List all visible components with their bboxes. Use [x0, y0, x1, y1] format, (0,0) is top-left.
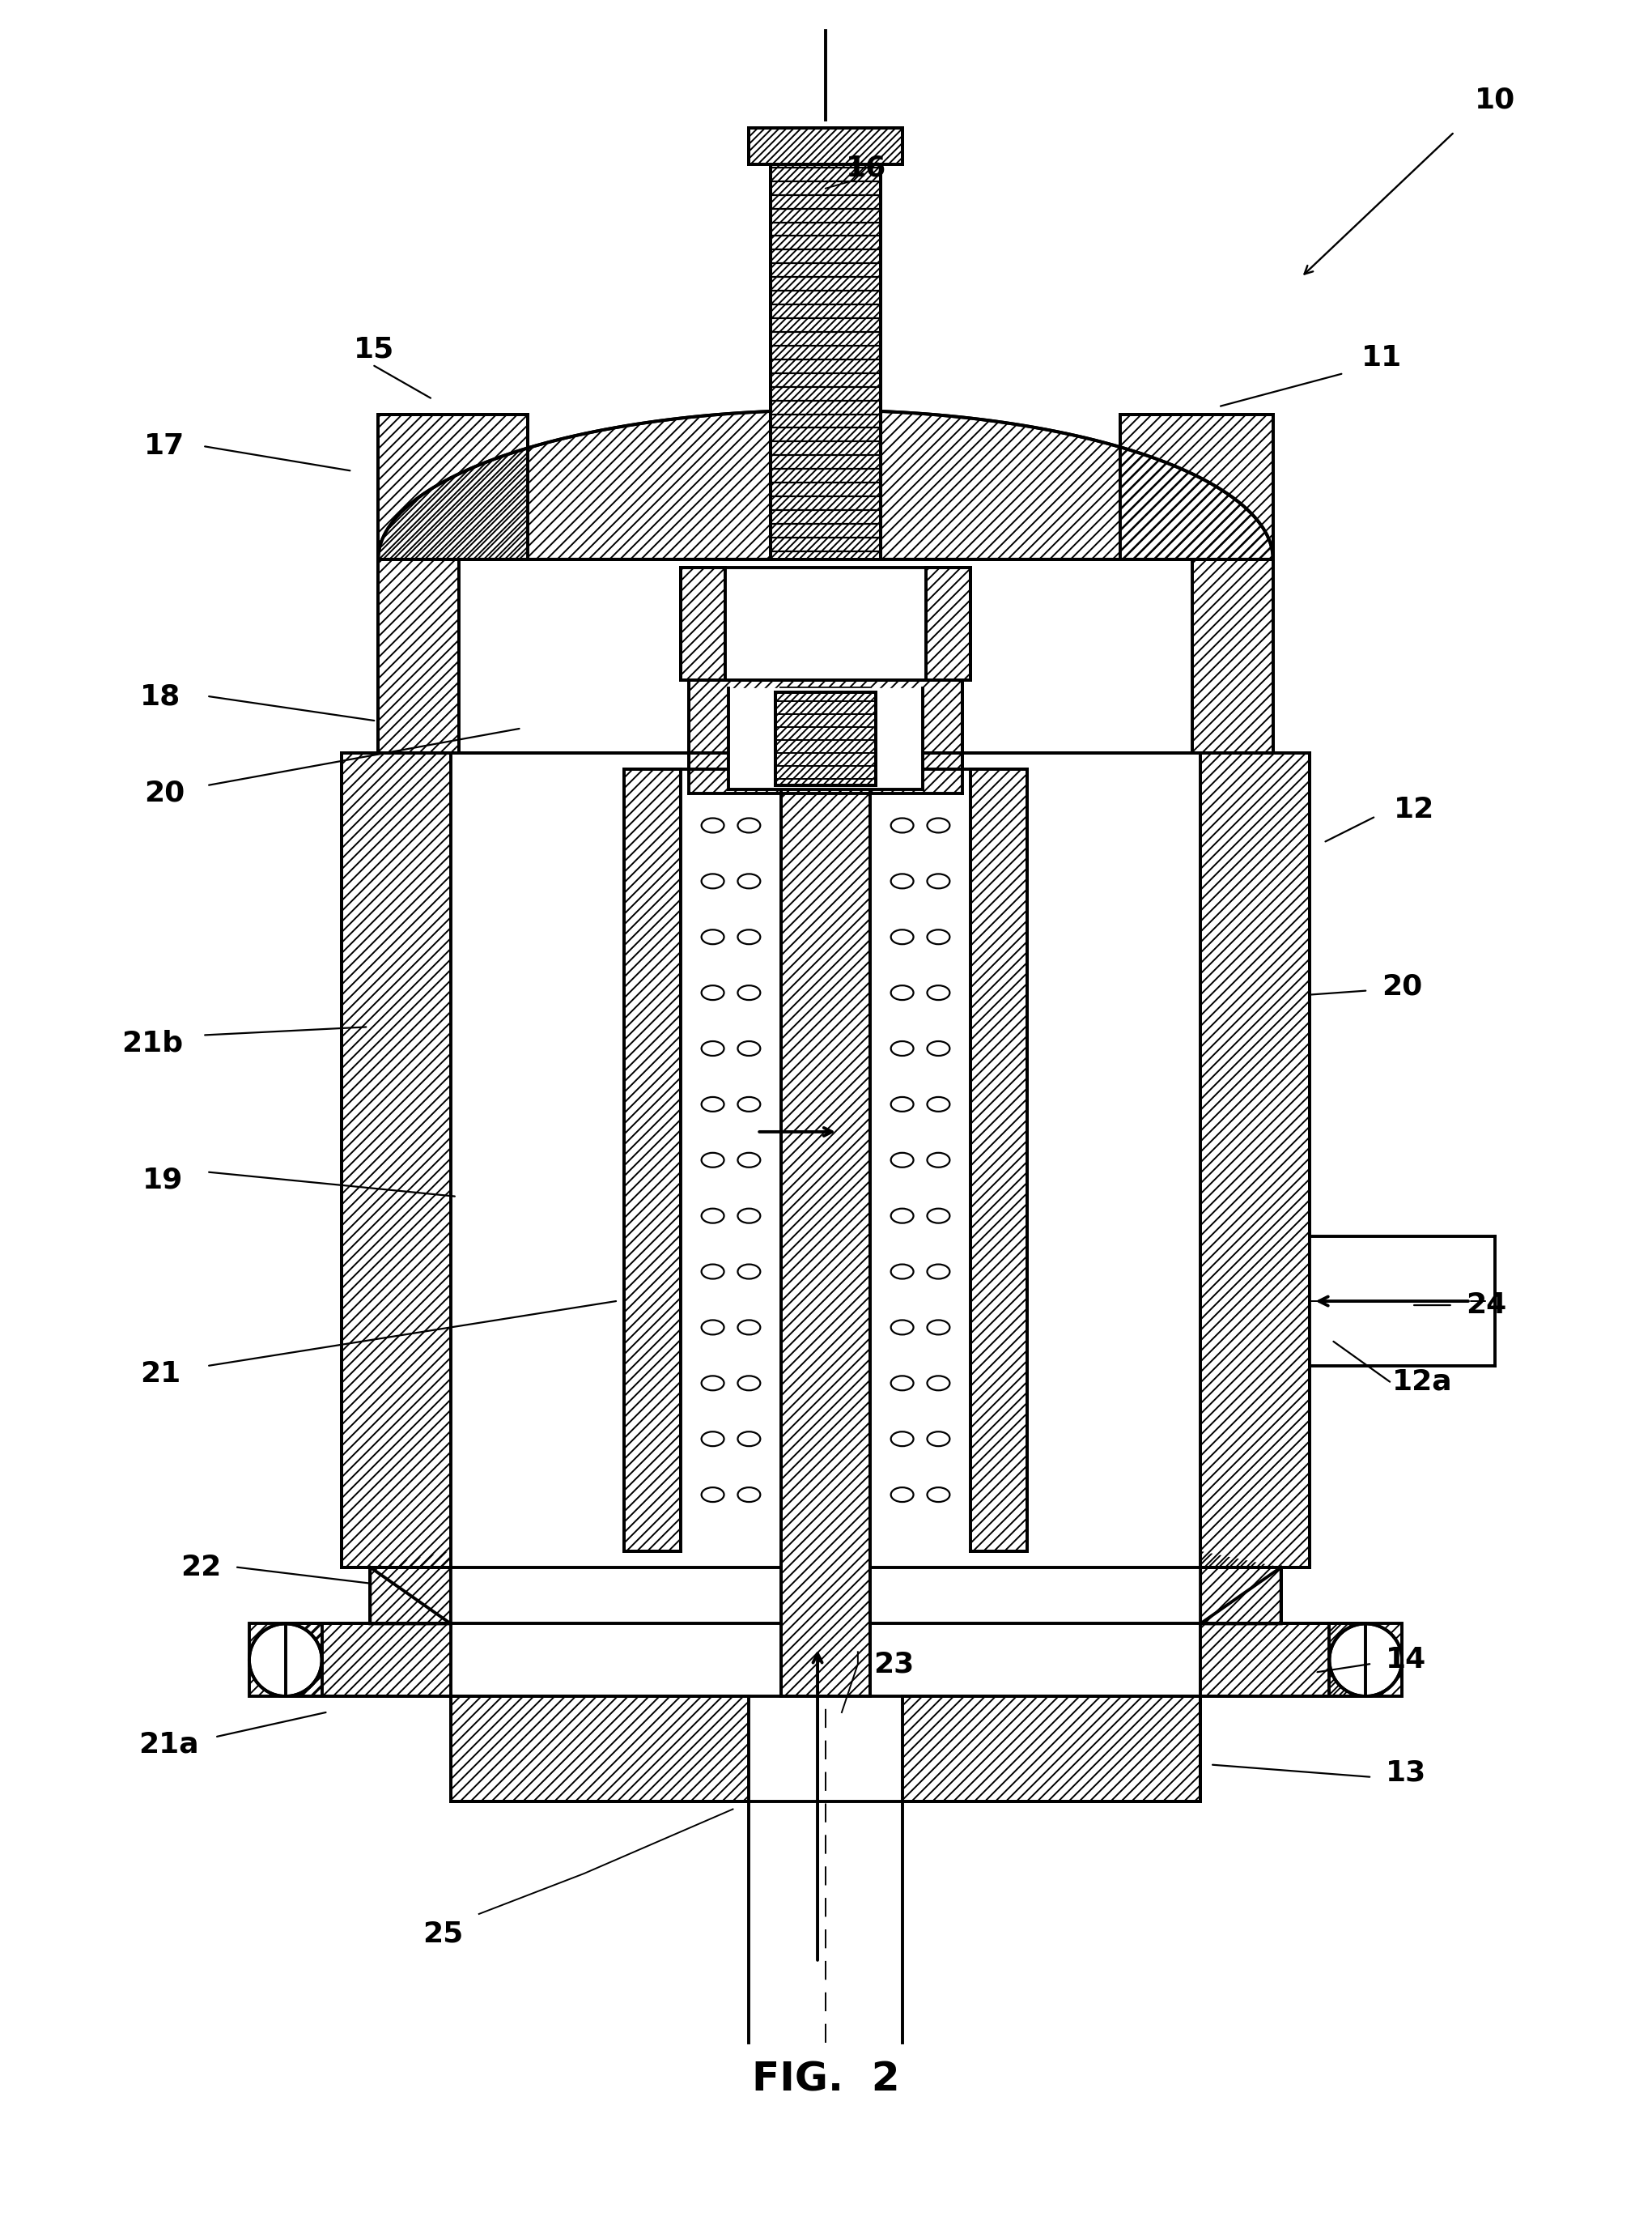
Ellipse shape	[702, 985, 724, 1000]
Ellipse shape	[702, 817, 724, 833]
Polygon shape	[451, 1697, 748, 1802]
Circle shape	[1330, 1623, 1403, 1697]
Text: 25: 25	[423, 1920, 463, 1947]
Ellipse shape	[927, 985, 950, 1000]
Text: 12: 12	[1394, 795, 1434, 824]
Ellipse shape	[702, 1096, 724, 1112]
Circle shape	[249, 1623, 322, 1697]
Text: 19: 19	[142, 1166, 183, 1195]
Ellipse shape	[738, 1376, 760, 1391]
Ellipse shape	[890, 1320, 914, 1335]
Text: 21b: 21b	[122, 1029, 183, 1056]
Polygon shape	[971, 768, 1028, 1552]
Text: 12a: 12a	[1393, 1369, 1452, 1396]
Ellipse shape	[738, 817, 760, 833]
Ellipse shape	[702, 1264, 724, 1280]
Text: 18: 18	[140, 683, 182, 710]
Polygon shape	[902, 1697, 1201, 1802]
Ellipse shape	[890, 1376, 914, 1391]
Polygon shape	[781, 688, 871, 1697]
Ellipse shape	[927, 873, 950, 889]
Text: 20: 20	[144, 779, 185, 806]
Text: 11: 11	[1361, 344, 1403, 371]
Ellipse shape	[927, 1320, 950, 1335]
Text: 13: 13	[1386, 1760, 1426, 1786]
Ellipse shape	[890, 985, 914, 1000]
Ellipse shape	[738, 1208, 760, 1224]
Bar	[249, 1623, 322, 1697]
Ellipse shape	[927, 817, 950, 833]
Text: 20: 20	[1381, 974, 1422, 1000]
Ellipse shape	[927, 1208, 950, 1224]
Ellipse shape	[927, 1376, 950, 1391]
Text: 14: 14	[1386, 1646, 1426, 1675]
Text: 24: 24	[1467, 1291, 1507, 1320]
Text: 21a: 21a	[139, 1731, 198, 1757]
Ellipse shape	[738, 1096, 760, 1112]
Ellipse shape	[702, 1041, 724, 1056]
Ellipse shape	[738, 1152, 760, 1168]
Polygon shape	[927, 567, 971, 681]
Text: 10: 10	[1474, 85, 1515, 114]
Ellipse shape	[702, 1376, 724, 1391]
Text: 16: 16	[846, 154, 885, 183]
Polygon shape	[370, 1552, 451, 1623]
Text: 21: 21	[140, 1360, 182, 1387]
Polygon shape	[1201, 1552, 1280, 1623]
Polygon shape	[681, 567, 725, 681]
Polygon shape	[1201, 1623, 1366, 1697]
Ellipse shape	[890, 1041, 914, 1056]
Text: FIG.  2: FIG. 2	[752, 2059, 899, 2099]
Ellipse shape	[702, 1208, 724, 1224]
Polygon shape	[378, 411, 1274, 558]
Polygon shape	[624, 768, 681, 1552]
Ellipse shape	[702, 929, 724, 945]
Polygon shape	[1120, 413, 1274, 558]
Ellipse shape	[738, 873, 760, 889]
Ellipse shape	[738, 1320, 760, 1335]
Ellipse shape	[927, 1152, 950, 1168]
Polygon shape	[748, 127, 902, 165]
Ellipse shape	[890, 1487, 914, 1503]
Ellipse shape	[927, 1096, 950, 1112]
Ellipse shape	[890, 817, 914, 833]
Ellipse shape	[738, 985, 760, 1000]
Ellipse shape	[890, 1431, 914, 1447]
Ellipse shape	[927, 1431, 950, 1447]
Polygon shape	[342, 753, 451, 1568]
Polygon shape	[771, 165, 881, 558]
Ellipse shape	[738, 1431, 760, 1447]
Ellipse shape	[702, 873, 724, 889]
Ellipse shape	[738, 1487, 760, 1503]
Polygon shape	[776, 692, 876, 786]
Ellipse shape	[702, 1320, 724, 1335]
Ellipse shape	[927, 1487, 950, 1503]
Bar	[1330, 1623, 1403, 1697]
Ellipse shape	[702, 1152, 724, 1168]
Ellipse shape	[890, 1152, 914, 1168]
Polygon shape	[1193, 558, 1274, 753]
Polygon shape	[1201, 753, 1310, 1568]
Text: 15: 15	[354, 335, 395, 364]
Text: 17: 17	[144, 433, 185, 460]
Polygon shape	[689, 681, 963, 793]
Ellipse shape	[890, 1096, 914, 1112]
Ellipse shape	[738, 929, 760, 945]
Text: 23: 23	[874, 1650, 915, 1677]
Ellipse shape	[738, 1264, 760, 1280]
Ellipse shape	[702, 1431, 724, 1447]
Ellipse shape	[890, 1264, 914, 1280]
Ellipse shape	[890, 873, 914, 889]
Polygon shape	[378, 558, 459, 753]
Polygon shape	[286, 1623, 451, 1697]
Ellipse shape	[927, 1264, 950, 1280]
Ellipse shape	[890, 1208, 914, 1224]
Ellipse shape	[702, 1487, 724, 1503]
Text: 22: 22	[180, 1554, 221, 1581]
Ellipse shape	[890, 929, 914, 945]
Ellipse shape	[738, 1041, 760, 1056]
Ellipse shape	[927, 1041, 950, 1056]
Polygon shape	[378, 413, 527, 558]
Ellipse shape	[927, 929, 950, 945]
